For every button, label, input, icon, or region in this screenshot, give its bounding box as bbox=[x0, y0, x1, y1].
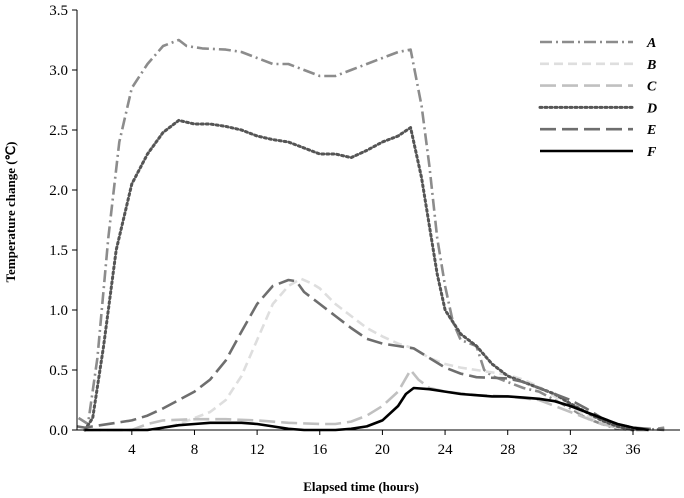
x-tick-label: 12 bbox=[250, 442, 265, 458]
y-tick-label: 1.0 bbox=[49, 303, 68, 319]
series-line-e bbox=[76, 278, 665, 432]
legend-label-f: F bbox=[646, 145, 657, 160]
x-tick-label: 24 bbox=[438, 442, 454, 458]
series-line-c bbox=[84, 368, 634, 432]
x-tick-label: 4 bbox=[128, 442, 136, 458]
x-tick-label: 20 bbox=[375, 442, 390, 458]
y-tick-label: 3.0 bbox=[49, 63, 68, 79]
x-axis-title: Elapsed time (hours) bbox=[303, 479, 419, 494]
x-tick-label: 8 bbox=[191, 442, 199, 458]
x-tick-label: 32 bbox=[563, 442, 578, 458]
y-tick-label: 3.5 bbox=[49, 3, 68, 19]
series-line-d bbox=[83, 118, 635, 432]
y-tick-label: 2.5 bbox=[49, 123, 68, 139]
legend-label-d: D bbox=[646, 101, 657, 116]
legend-label-a: A bbox=[646, 36, 656, 51]
legend-label-e: E bbox=[646, 123, 656, 138]
series-line-b bbox=[84, 277, 634, 432]
x-tick-label: 16 bbox=[312, 442, 328, 458]
y-tick-label: 1.5 bbox=[49, 243, 68, 259]
x-tick-label: 36 bbox=[626, 442, 642, 458]
y-axis-title: Temperature change (℃) bbox=[3, 142, 18, 283]
series-line-a bbox=[77, 38, 665, 432]
legend-label-b: B bbox=[646, 58, 656, 73]
y-tick-label: 2.0 bbox=[49, 183, 68, 199]
x-tick-label: 28 bbox=[500, 442, 515, 458]
y-tick-label: 0.0 bbox=[49, 423, 68, 439]
y-tick-label: 0.5 bbox=[49, 363, 68, 379]
legend-label-c: C bbox=[647, 80, 657, 95]
series-line-f bbox=[84, 386, 649, 432]
